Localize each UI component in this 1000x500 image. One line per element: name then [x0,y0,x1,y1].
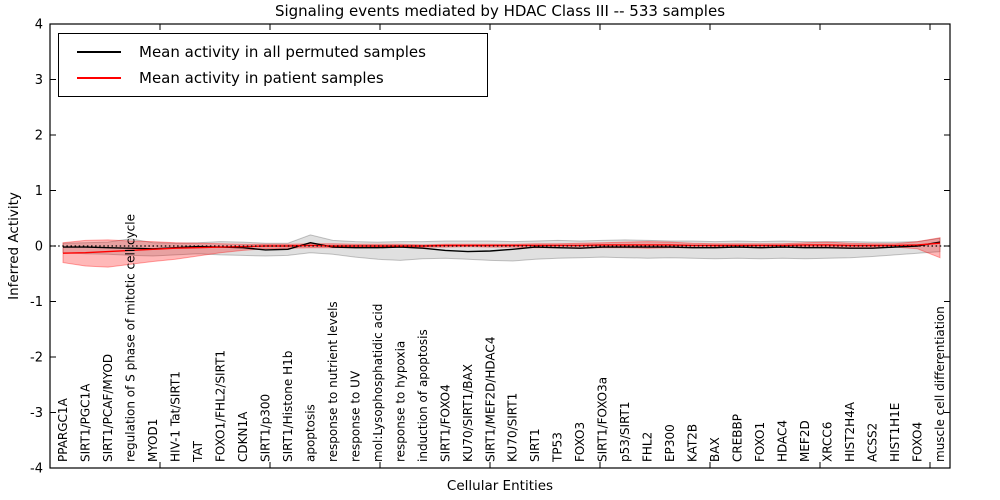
x-category-label: FOXO1 [753,422,767,462]
permuted-band [62,234,941,262]
x-category-label: response to UV [348,370,362,462]
x-category-label: EP300 [663,424,677,462]
y-tick-label: -1 [30,295,43,310]
x-category-label: response to nutrient levels [326,301,340,462]
chart-title: Signaling events mediated by HDAC Class … [274,2,726,20]
x-category-label: FOXO1/FHL2/SIRT1 [213,350,227,462]
legend-label-patient: Mean activity in patient samples [139,69,384,87]
x-category-label: p53/SIRT1 [618,401,632,462]
y-axis-label: Inferred Activity [6,192,22,300]
axes-frame [49,23,951,469]
x-category-label: KU70/SIRT1 [506,393,520,462]
x-category-label: BAX [708,437,722,462]
x-category-label: SIRT1/FOXO3a [596,377,610,462]
y-tick-label: -4 [30,462,43,477]
x-category-label: response to hypoxia [393,341,407,462]
x-category-label: CDKN1A [236,411,250,462]
x-category-label: FHL2 [641,432,655,462]
x-category-label: SIRT1/p300 [258,394,272,462]
x-category-label: mol:Lysophosphatidic acid [371,304,385,462]
x-category-label: SIRT1/PCAF/MYOD [101,354,115,462]
x-category-label: MYOD1 [146,419,160,462]
x-category-label: FOXO4 [911,422,925,462]
x-category-label: SIRT1/FOXO4 [438,384,452,462]
x-category-label: apoptosis [303,404,317,462]
legend-label-permuted: Mean activity in all permuted samples [139,43,426,61]
x-category-label: TAT [191,440,205,463]
x-category-label: FOXO3 [573,422,587,462]
x-axis-label: Cellular Entities [446,478,554,494]
x-category-label: HIV-1 Tat/SIRT1 [168,371,182,462]
x-category-label: PPARGC1A [56,397,70,462]
legend-item-patient: Mean activity in patient samples [69,66,477,90]
y-tick-label: 3 [35,73,43,88]
y-tick-label: 4 [35,18,43,33]
x-category-label: KU70/SIRT1/BAX [461,364,475,462]
legend-line-patient-icon [77,77,121,79]
x-category-label: SIRT1/Histone H1b [281,351,295,462]
x-category-label: CREBBP [731,414,745,462]
y-tick-label: 1 [35,184,43,199]
y-tick-label: -2 [30,351,43,366]
x-category-label: SIRT1/PGC1A [79,383,93,462]
y-tick-label: 2 [35,129,43,144]
x-category-label: XRCC6 [821,422,835,462]
x-category-label: regulation of S phase of mitotic cell cy… [124,214,138,462]
x-category-label: MEF2D [798,420,812,462]
x-category-label: SIRT1/MEF2D/HDAC4 [483,337,497,462]
x-category-label: KAT2B [686,424,700,462]
x-category-label: muscle cell differentiation [933,306,947,462]
legend: Mean activity in all permuted samples Me… [58,33,488,97]
legend-line-permuted-icon [77,51,121,53]
x-category-label: SIRT1 [528,428,542,462]
x-category-label: HDAC4 [776,420,790,462]
x-category-label: TP53 [551,432,565,463]
legend-item-permuted: Mean activity in all permuted samples [69,40,477,64]
y-tick-label: -3 [30,406,43,421]
x-category-label: HIST1H1E [888,403,902,462]
x-category-label: ACSS2 [866,423,880,462]
x-category-label: induction of apoptosis [416,329,430,462]
y-tick-label: 0 [35,240,43,255]
x-category-label: HIST2H4A [843,401,857,462]
